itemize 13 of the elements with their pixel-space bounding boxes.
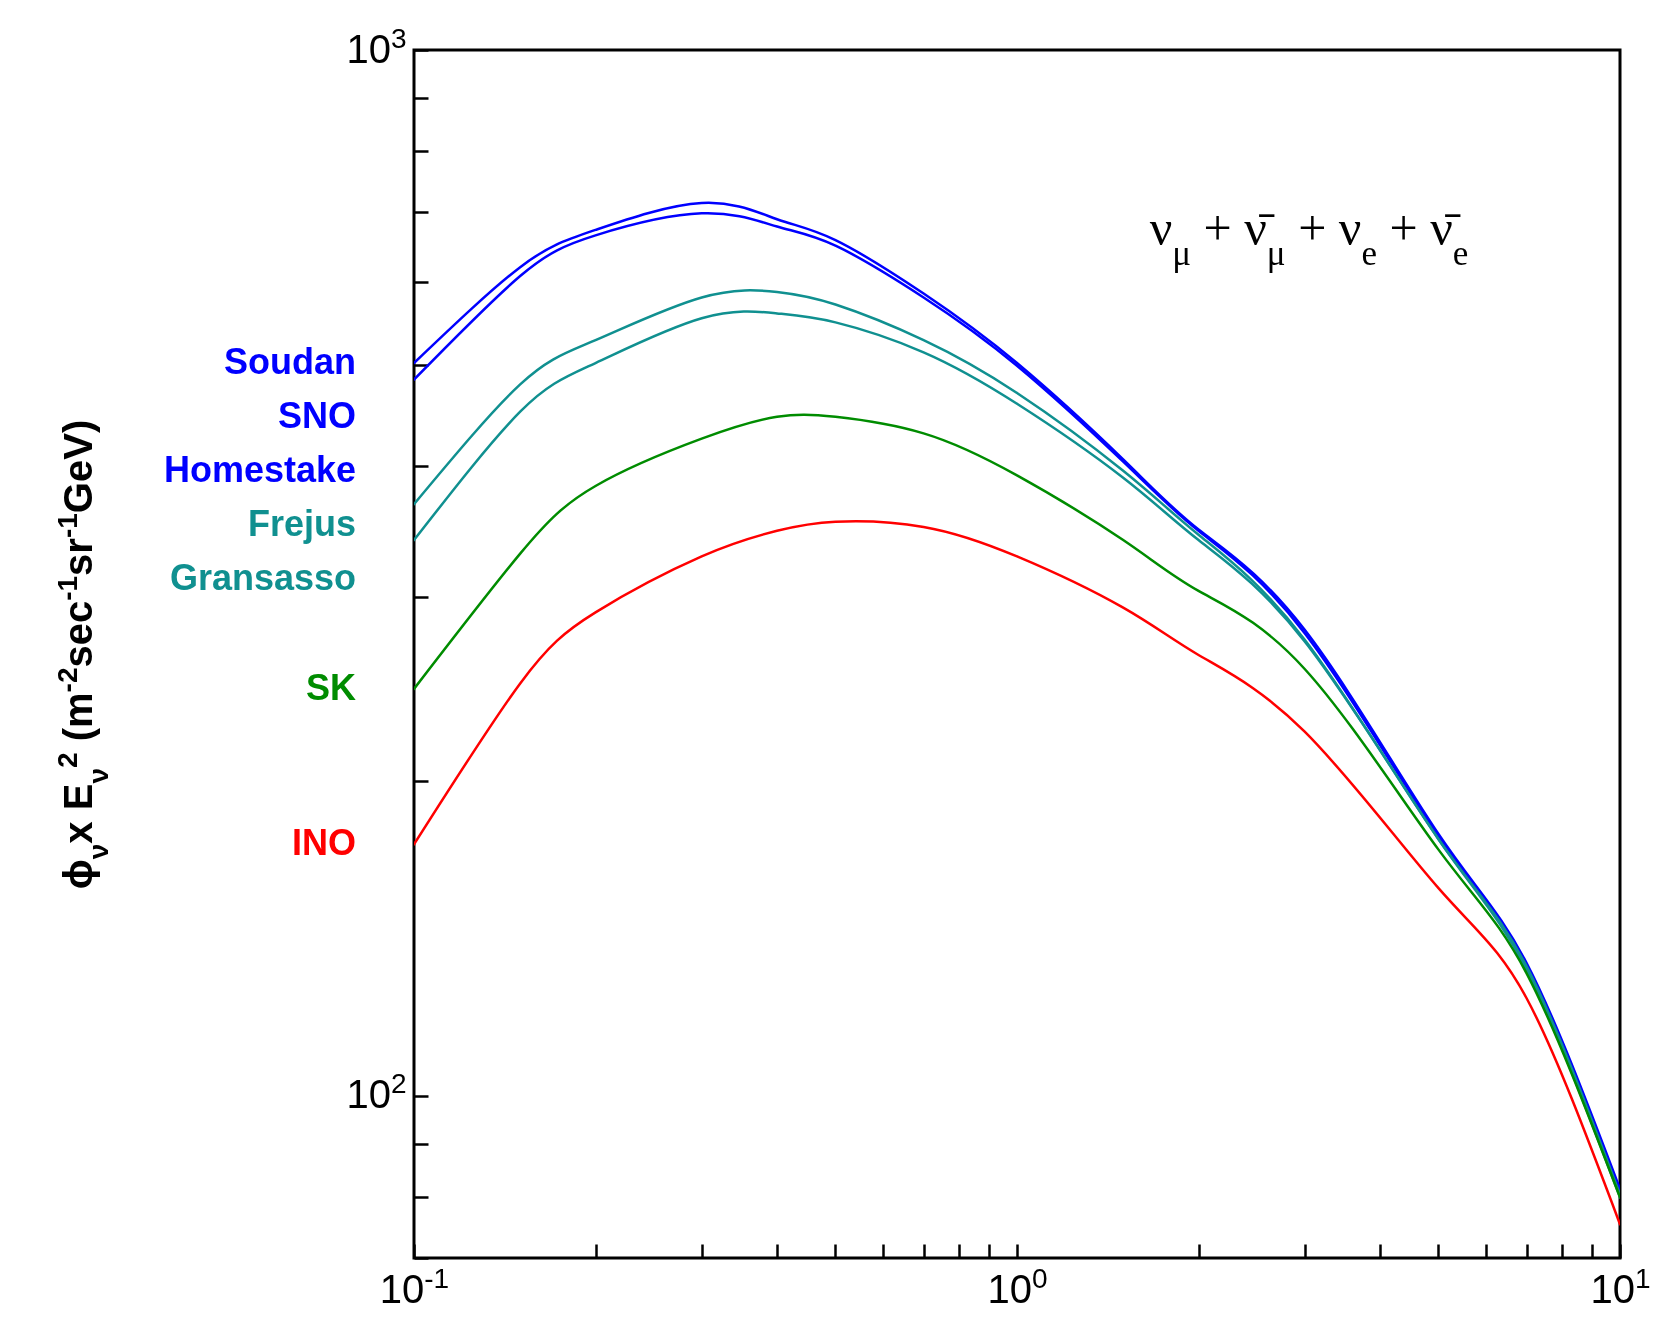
y-tick-label: 10$^{2}$ [346,1067,407,1117]
series-label: Frejus [247,503,356,545]
x-tick-label: 10$^{1}$ [1590,1262,1651,1311]
x-tick-label: 10$^{0}$ [987,1262,1048,1311]
series-label: SNO [277,395,356,437]
series-label: Gransasso [169,557,356,599]
x-tick-label: 10$^{-1}$ [379,1262,450,1311]
series-label: Soudan [224,341,356,383]
y-tick-label: 10$^{3}$ [346,22,407,71]
series-label: SK [305,666,356,708]
annotation: ν$_{μ}$ + ν̄$_{μ}$ + ν$_{e}$ + ν̄$_{e}$ [1149,200,1469,273]
annotation: Homestake [163,449,356,491]
series-label: INO [291,822,356,864]
